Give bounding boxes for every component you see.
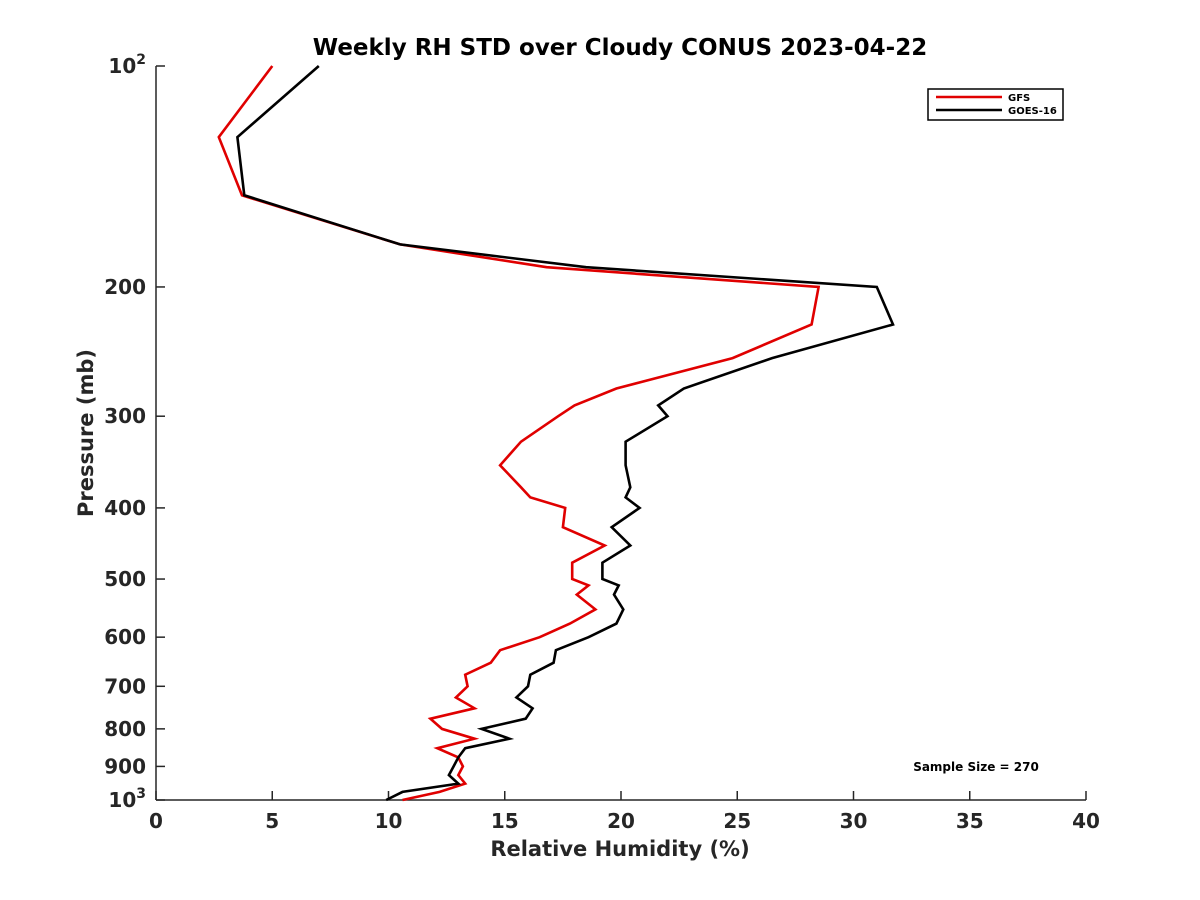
y-ticks: 102 200 300 400 500 600 700 800 900 103 bbox=[104, 52, 165, 812]
x-tick-label: 40 bbox=[1072, 809, 1100, 833]
x-axis-title: Relative Humidity (%) bbox=[490, 837, 749, 861]
x-tick-label: 10 bbox=[375, 809, 403, 833]
y-tick-label: 800 bbox=[104, 717, 146, 741]
legend-label-gfs: GFS bbox=[1008, 93, 1030, 104]
series-line-gfs bbox=[217, 65, 821, 802]
y-tick-label: 200 bbox=[104, 275, 146, 299]
x-tick-label: 20 bbox=[607, 809, 635, 833]
y-tick-label: 900 bbox=[104, 754, 146, 778]
sample-size-annotation: Sample Size = 270 bbox=[913, 760, 1039, 774]
x-tick-label: 35 bbox=[956, 809, 984, 833]
y-tick-label: 300 bbox=[104, 404, 146, 428]
y-tick-label: 102 bbox=[108, 52, 146, 78]
y-tick-label: 103 bbox=[108, 786, 146, 812]
y-tick-label: 500 bbox=[104, 567, 146, 591]
chart-title: Weekly RH STD over Cloudy CONUS 2023-04-… bbox=[313, 35, 927, 61]
x-tick-label: 5 bbox=[265, 809, 279, 833]
series-layer bbox=[217, 65, 895, 802]
x-ticks: 0 5 10 15 20 25 30 35 40 bbox=[149, 791, 1100, 833]
legend-label-goes16: GOES-16 bbox=[1008, 106, 1057, 117]
legend: GFS GOES-16 bbox=[927, 88, 1064, 121]
x-tick-label: 25 bbox=[723, 809, 751, 833]
x-tick-label: 0 bbox=[149, 809, 163, 833]
y-tick-label: 600 bbox=[104, 625, 146, 649]
y-tick-label: 400 bbox=[104, 496, 146, 520]
series-line-goes16 bbox=[236, 65, 895, 802]
plot-axes bbox=[155, 66, 1086, 801]
legend-box bbox=[927, 88, 1064, 121]
y-tick-label: 700 bbox=[104, 674, 146, 698]
y-axis-title: Pressure (mb) bbox=[74, 349, 98, 517]
x-tick-label: 15 bbox=[491, 809, 519, 833]
x-tick-label: 30 bbox=[840, 809, 868, 833]
